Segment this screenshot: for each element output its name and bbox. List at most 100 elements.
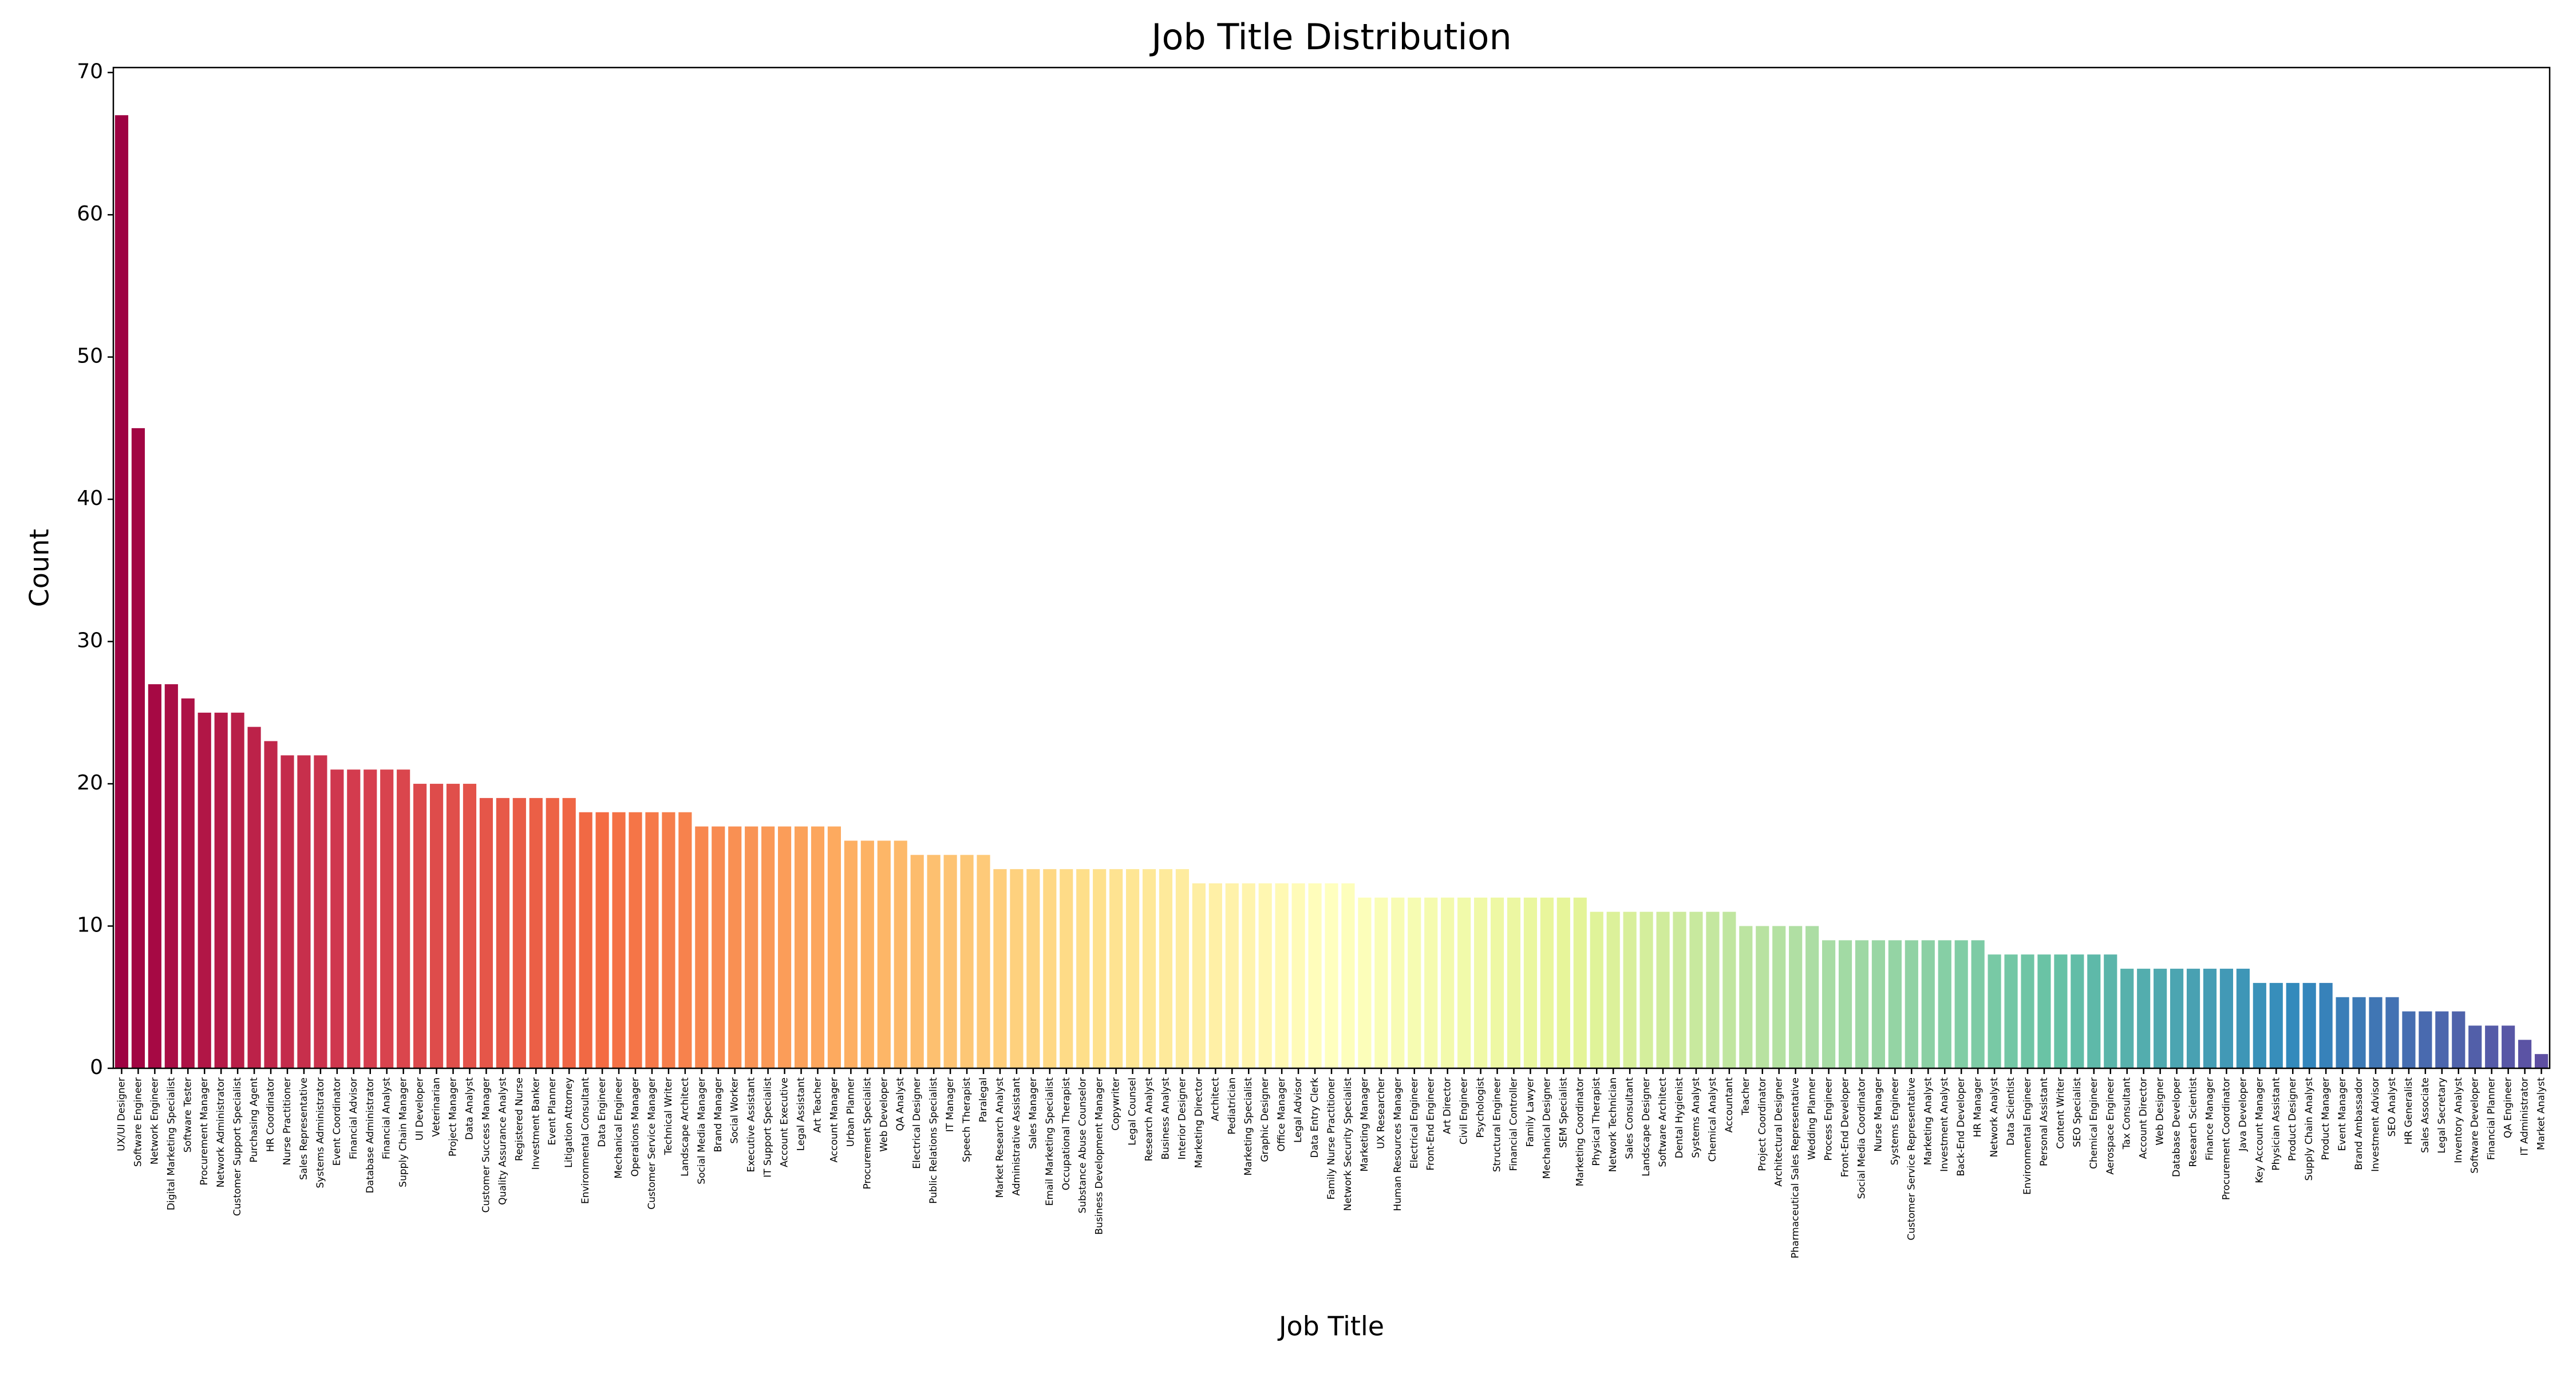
bar bbox=[1871, 940, 1886, 1068]
bar bbox=[1673, 911, 1686, 1068]
x-tick-label: Account Director bbox=[2138, 1077, 2150, 1159]
bar bbox=[2087, 954, 2101, 1068]
x-tick-label: Network Engineer bbox=[149, 1077, 160, 1164]
x-tick-label: Network Administrator bbox=[215, 1077, 227, 1187]
y-tick-label: 10 bbox=[77, 914, 103, 937]
bar bbox=[2369, 997, 2383, 1068]
x-tick-label: IT Administrator bbox=[2519, 1077, 2531, 1156]
bar bbox=[1756, 926, 1769, 1068]
x-tick-label: Investment Advisor bbox=[2370, 1077, 2381, 1172]
x-tick-label: Physician Assistant bbox=[2270, 1077, 2282, 1171]
x-tick-label: Chemical Engineer bbox=[2088, 1077, 2100, 1169]
x-tick-label: Quality Assurance Analyst bbox=[497, 1077, 508, 1205]
bar bbox=[429, 784, 444, 1068]
x-tick-label: Marketing Specialist bbox=[1243, 1077, 1254, 1176]
x-tick-label: Tax Consultant bbox=[2121, 1077, 2133, 1150]
bar bbox=[164, 684, 178, 1068]
bar bbox=[231, 712, 244, 1068]
x-tick-label: UX Researcher bbox=[1376, 1077, 1387, 1149]
x-tick-label: Database Developer bbox=[2171, 1077, 2183, 1177]
bar bbox=[811, 826, 825, 1068]
bar bbox=[1043, 869, 1057, 1068]
bar bbox=[2402, 1011, 2416, 1068]
x-tick-label: Database Administrator bbox=[365, 1077, 376, 1193]
x-tick-label: Accountant bbox=[1724, 1077, 1735, 1133]
x-tick-label: Market Research Analyst bbox=[994, 1077, 1006, 1198]
bar bbox=[529, 797, 543, 1068]
bar bbox=[1971, 940, 1985, 1068]
x-tick-label: Account Executive bbox=[779, 1077, 791, 1167]
x-tick-label: Data Engineer bbox=[596, 1077, 608, 1147]
x-tick-label: Urban Planner bbox=[845, 1077, 856, 1147]
x-tick-label: Key Account Manager bbox=[2254, 1077, 2265, 1183]
bar bbox=[2336, 997, 2349, 1068]
bar bbox=[247, 727, 261, 1068]
bar bbox=[2004, 954, 2018, 1068]
bar bbox=[2021, 954, 2034, 1068]
x-tick-label: IT Manager bbox=[945, 1077, 956, 1132]
x-tick-label: Marketing Coordinator bbox=[1574, 1077, 1586, 1186]
y-tick-label: 70 bbox=[77, 60, 103, 84]
y-tick-label: 0 bbox=[90, 1056, 103, 1079]
x-tick-label: Mechanical Engineer bbox=[613, 1077, 625, 1179]
bar bbox=[2468, 1025, 2482, 1068]
x-tick-label: Nurse Manager bbox=[1872, 1077, 1884, 1152]
bar bbox=[1789, 926, 1803, 1068]
bar bbox=[678, 812, 692, 1068]
x-tick-label: Speech Therapist bbox=[961, 1077, 973, 1162]
bar bbox=[131, 428, 145, 1068]
x-tick-label: Supply Chain Analyst bbox=[2304, 1077, 2315, 1181]
x-tick-label: Product Designer bbox=[2287, 1077, 2298, 1161]
x-tick-label: Systems Analyst bbox=[1690, 1077, 1702, 1158]
bar bbox=[1175, 869, 1190, 1068]
x-tick-label: Copywriter bbox=[1111, 1077, 1122, 1131]
bar bbox=[1408, 897, 1421, 1068]
bar bbox=[2137, 969, 2151, 1068]
x-tick-label: Personal Assistant bbox=[2038, 1077, 2050, 1166]
x-tick-label: Front-End Engineer bbox=[1425, 1077, 1437, 1171]
bar bbox=[695, 826, 709, 1068]
bar bbox=[712, 826, 725, 1068]
bar bbox=[280, 755, 294, 1068]
bar bbox=[943, 855, 957, 1068]
x-tick-label: Electrical Designer bbox=[911, 1077, 923, 1169]
bar bbox=[662, 812, 675, 1068]
x-tick-label: Sales Associate bbox=[2420, 1077, 2431, 1153]
bar bbox=[1341, 883, 1355, 1068]
x-tick-label: Network Technician bbox=[1607, 1077, 1619, 1172]
bar bbox=[397, 769, 410, 1068]
x-tick-label: Procurement Coordinator bbox=[2221, 1077, 2232, 1200]
bar bbox=[728, 826, 742, 1068]
x-tick-label: Substance Abuse Counselor bbox=[1077, 1077, 1089, 1213]
x-tick-label: Occupational Therapist bbox=[1061, 1077, 1072, 1191]
bar bbox=[1706, 911, 1720, 1068]
bar bbox=[2286, 982, 2300, 1068]
x-tick-label: Product Manager bbox=[2320, 1077, 2332, 1160]
bar bbox=[1921, 940, 1935, 1068]
bar bbox=[512, 797, 526, 1068]
bar bbox=[1855, 940, 1869, 1068]
bar bbox=[827, 826, 841, 1068]
bar bbox=[463, 784, 477, 1068]
x-tick-label: Landscape Designer bbox=[1641, 1077, 1652, 1176]
x-tick-label: Digital Marketing Specialist bbox=[165, 1077, 177, 1210]
y-tick-label: 60 bbox=[77, 202, 103, 226]
bar bbox=[1888, 940, 1902, 1068]
bar bbox=[1623, 911, 1637, 1068]
x-tick-label: Web Developer bbox=[878, 1077, 890, 1152]
bar bbox=[2385, 997, 2399, 1068]
bar bbox=[1391, 897, 1405, 1068]
x-tick-label: Email Marketing Specialist bbox=[1044, 1077, 1056, 1206]
x-tick-label: Brand Ambassador bbox=[2353, 1077, 2365, 1170]
x-tick-label: Marketing Director bbox=[1193, 1077, 1204, 1168]
x-tick-label: Network Security Specialist bbox=[1342, 1077, 1354, 1211]
bar bbox=[562, 797, 576, 1068]
bar bbox=[960, 855, 974, 1068]
x-tick-label: Project Coordinator bbox=[1757, 1077, 1768, 1171]
bar bbox=[1026, 869, 1040, 1068]
x-tick-label: Investment Banker bbox=[530, 1077, 542, 1170]
bar bbox=[2253, 982, 2266, 1068]
y-tick-label: 30 bbox=[77, 629, 103, 653]
x-tick-label: Interior Designer bbox=[1176, 1077, 1188, 1160]
bar bbox=[479, 797, 493, 1068]
